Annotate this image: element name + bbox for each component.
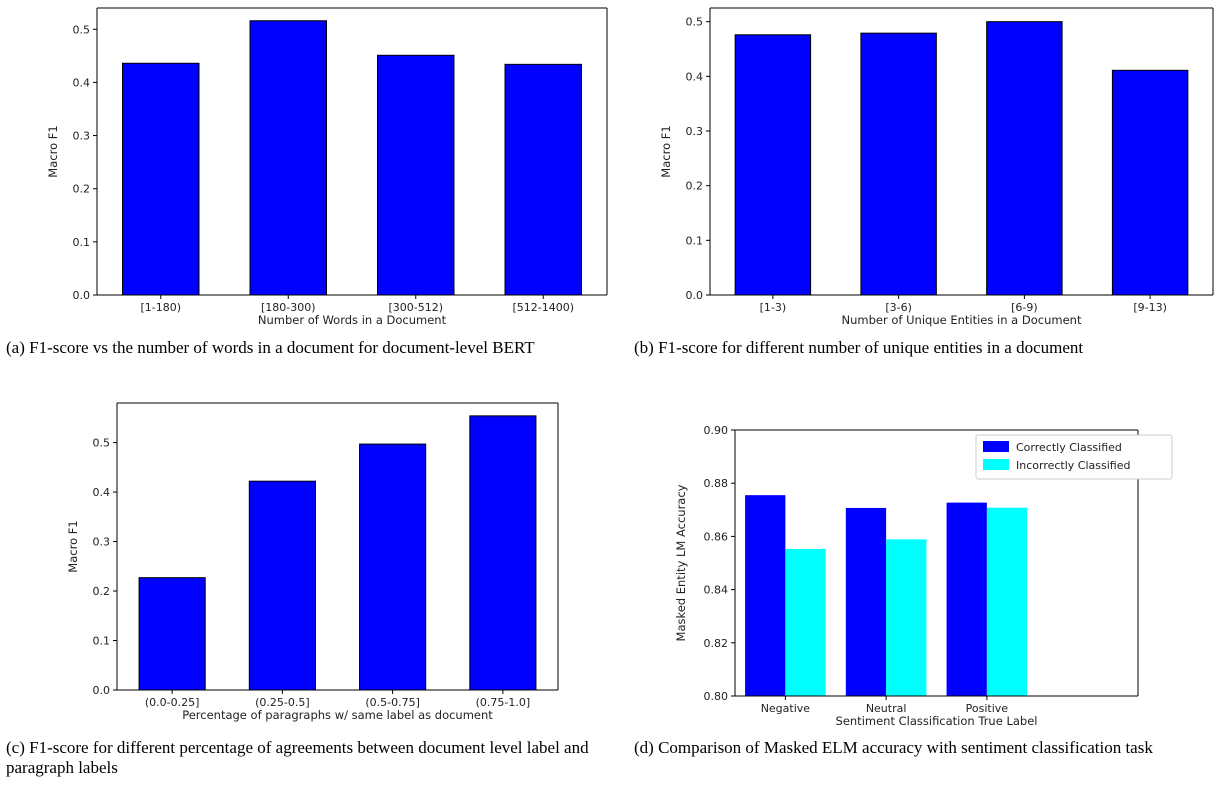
bar-1-2 [845,507,887,696]
bar-1-4 [1111,69,1189,296]
chart-a: 0.0 0.1 0.2 0.3 0.4 0.5 [1-180) [180-300) [300-5… [46,7,608,327]
y-tick-label: 0.0 [73,289,91,302]
y-tick-label: 0.3 [93,536,111,549]
x-tick-label: [300-512) [388,301,443,314]
y-tick-label: 0.90 [704,424,729,437]
y-tick-label: 0.0 [686,289,704,302]
x-tick-label: [180-300) [261,301,316,314]
caption-d: (d) Comparison of Masked ELM accuracy wi… [634,738,1153,757]
y-tick-label: 0.3 [686,125,704,138]
x-axis-label: Number of Unique Entities in a Document [842,313,1082,327]
x-tick-label: Negative [761,702,811,715]
legend-swatch-2 [983,459,1009,470]
y-tick-label: 0.4 [93,486,111,499]
y-tick-label: 0.2 [93,585,111,598]
bar-1-1 [745,495,786,696]
chart-d: 0.80 0.82 0.84 0.86 0.88 0.90 Negative Neutral P… [674,424,1173,728]
bar-1-1 [122,62,200,296]
y-tick-label: 0.1 [93,635,111,648]
x-tick-label: [3-6) [885,301,912,314]
x-tick-label: [9-13) [1133,301,1167,314]
y-tick-label: 0.82 [704,637,729,650]
y-tick-label: 0.2 [73,183,91,196]
x-tick-label: (0.0-0.25] [145,696,200,709]
y-axis-label: Macro F1 [46,125,60,177]
y-tick-label: 0.1 [686,234,704,247]
chart-panel-a: 0.0 0.1 0.2 0.3 0.4 0.5 [1-180) [180-300) [300-5… [0,0,615,340]
bar-1-2 [248,480,316,691]
caption-c: (c) F1-score for different percentage of… [6,738,589,777]
x-tick-label: [1-180) [140,301,181,314]
y-tick-label: 0.88 [704,477,729,490]
x-axis-label: Number of Words in a Document [258,313,447,327]
x-tick-label: [1-3) [760,301,787,314]
x-tick-label: [6-9) [1011,301,1038,314]
bar-2-2 [886,539,927,696]
bar-1-3 [359,443,427,691]
legend: Correctly Classified Incorrectly Classifi… [975,434,1173,480]
y-tick-label: 0.4 [686,70,704,83]
x-tick-label: Neutral [866,702,907,715]
y-tick-label: 0.0 [93,684,111,697]
bar-1-4 [469,415,537,691]
x-axis-label: Percentage of paragraphs w/ same label a… [182,708,493,722]
chart-panel-d: 0.80 0.82 0.84 0.86 0.88 0.90 Negative Neutral P… [615,413,1231,738]
bar-1-2 [249,20,327,296]
y-tick-label: 0.84 [704,584,729,597]
chart-panel-b: 0.0 0.1 0.2 0.3 0.4 0.5 [1-3) [3-6) [6-9) [9-13) N… [615,0,1231,340]
caption-a: (a) F1-score vs the number of words in a… [6,338,535,357]
y-axis-label: Macro F1 [66,520,80,572]
x-tick-label: (0.5-0.75] [365,696,420,709]
y-tick-label: 0.1 [73,236,91,249]
legend-label-2: Incorrectly Classified [1016,459,1130,472]
legend-label-1: Correctly Classified [1016,441,1122,454]
y-axis-label: Macro F1 [659,125,673,177]
x-tick-label: (0.25-0.5] [255,696,310,709]
y-tick-label: 0.4 [73,76,91,89]
y-tick-label: 0.2 [686,180,704,193]
bar-1-2 [860,32,937,296]
legend-box [975,434,1173,480]
bar-1-3 [377,54,455,296]
legend-swatch-1 [983,441,1009,452]
y-tick-label: 0.80 [704,690,729,703]
y-tick-label: 0.5 [686,16,704,29]
y-tick-label: 0.86 [704,530,729,543]
bar-1-3 [946,502,987,696]
bar-2-1 [785,548,826,696]
y-tick-label: 0.5 [73,23,91,36]
chart-panel-c: 0.0 0.1 0.2 0.3 0.4 0.5 (0.0-0.25] (0.25-0.5] (0… [0,393,615,733]
y-axis-label: Masked Entity LM Accuracy [674,484,688,641]
x-tick-label: [512-1400) [512,301,574,314]
y-tick-label: 0.5 [93,437,111,450]
x-axis-label: Sentiment Classification True Label [836,714,1038,728]
y-tick-label: 0.3 [73,130,91,143]
x-tick-label: (0.75-1.0] [476,696,531,709]
bar-2-3 [986,507,1028,696]
chart-b: 0.0 0.1 0.2 0.3 0.4 0.5 [1-3) [3-6) [6-9) [9-13) N… [659,7,1214,327]
bar-1-1 [138,577,206,691]
bar-1-4 [504,63,582,296]
caption-b: (b) F1-score for different number of uni… [634,338,1084,357]
bar-1-1 [734,34,812,296]
x-tick-label: Positive [966,702,1009,715]
chart-c: 0.0 0.1 0.2 0.3 0.4 0.5 (0.0-0.25] (0.25-0.5] (0… [66,402,559,722]
bar-1-3 [986,21,1063,296]
